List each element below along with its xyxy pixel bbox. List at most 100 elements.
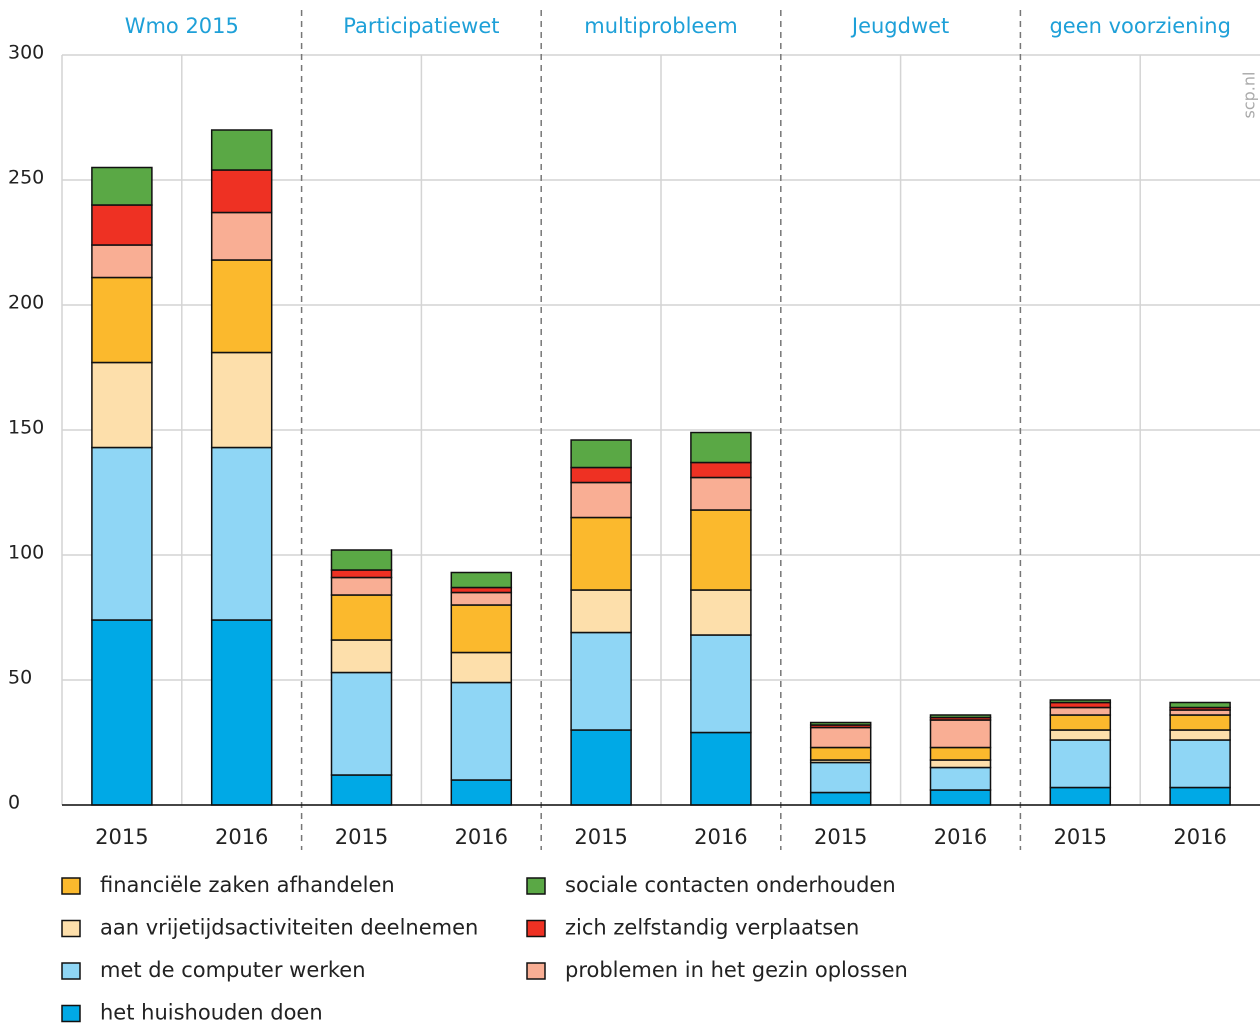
legend-label: het huishouden doen xyxy=(100,1001,323,1024)
bar-segment xyxy=(1049,729,1112,741)
bar-segment xyxy=(690,509,752,591)
group-label: geen voorziening xyxy=(1049,14,1230,38)
bar-segment xyxy=(570,631,632,731)
y-tick-label: 0 xyxy=(8,792,20,814)
x-tick-label: 2016 xyxy=(455,825,508,849)
bar-segment xyxy=(809,721,872,726)
group-label: Wmo 2015 xyxy=(125,14,239,38)
legend-label: financiële zaken afhandelen xyxy=(100,873,395,897)
bar-segment xyxy=(1169,786,1231,806)
bar-segment xyxy=(1049,706,1112,716)
bar-segment xyxy=(1169,739,1231,789)
bar-segment xyxy=(809,726,872,749)
bar-segment xyxy=(929,714,992,719)
legend-label: met de computer werken xyxy=(100,958,366,982)
bar-segment xyxy=(929,719,992,749)
bar-segment xyxy=(330,671,393,776)
bar-segment xyxy=(450,591,513,606)
bar-segment xyxy=(690,431,752,464)
bar-segment xyxy=(929,789,992,806)
bar-segment xyxy=(1049,714,1112,731)
x-tick-label: 2015 xyxy=(1054,825,1107,849)
bar-segment xyxy=(210,446,273,621)
bar-segment xyxy=(1169,701,1231,709)
legend-swatch xyxy=(61,919,81,938)
y-tick-label: 250 xyxy=(8,167,44,189)
group-label: Participatiewet xyxy=(343,14,499,38)
legend-label: aan vrijetijdsactiviteiten deelnemen xyxy=(100,916,478,940)
bar-segment xyxy=(690,476,752,511)
bar-segment xyxy=(570,729,632,806)
bar-segment xyxy=(91,446,153,621)
bar-segment xyxy=(330,549,393,571)
bar-segment xyxy=(210,169,273,214)
bar-segment xyxy=(690,634,752,734)
bar-segment xyxy=(330,576,393,596)
legend-swatch xyxy=(526,877,546,895)
y-tick-label: 150 xyxy=(8,417,44,439)
bar-segment xyxy=(450,604,513,654)
x-tick-label: 2016 xyxy=(215,825,268,849)
bar-segment xyxy=(330,639,393,674)
bar-segment xyxy=(210,211,273,261)
bar-segment xyxy=(91,276,153,364)
bar-segment xyxy=(330,569,393,579)
bar-segment xyxy=(809,791,872,806)
y-tick-label: 300 xyxy=(8,42,44,64)
bar-segment xyxy=(929,766,992,791)
x-tick-label: 2016 xyxy=(934,825,987,849)
bar-segment xyxy=(570,439,632,469)
bar-segment xyxy=(91,166,153,206)
bar-segment xyxy=(690,589,752,636)
bar-segment xyxy=(450,779,513,806)
bar-segment xyxy=(450,571,513,589)
legend-swatch xyxy=(61,962,81,980)
x-tick-label: 2015 xyxy=(814,825,867,849)
bar-segment xyxy=(929,746,992,761)
bar-segment xyxy=(929,759,992,769)
bar-segment xyxy=(809,761,872,794)
bar-segment xyxy=(450,681,513,781)
x-tick-label: 2015 xyxy=(574,825,627,849)
group-label: Jeugdwet xyxy=(850,14,949,38)
legend-label: problemen in het gezin oplossen xyxy=(565,958,908,982)
bar-segment xyxy=(570,481,632,519)
bar-segment xyxy=(210,259,273,354)
bar-segment xyxy=(91,244,153,279)
bar-segment xyxy=(1049,699,1112,704)
bar-segment xyxy=(330,774,393,806)
x-tick-label: 2016 xyxy=(694,825,747,849)
legend-swatch xyxy=(61,1004,81,1023)
bar-segment xyxy=(91,361,153,449)
bar-segment xyxy=(690,731,752,806)
legend-label: zich zelfstandig verplaatsen xyxy=(565,916,859,940)
bar-segment xyxy=(91,204,153,246)
bar-segment xyxy=(1049,786,1112,806)
bar-segment xyxy=(570,589,632,634)
bar-segment xyxy=(809,746,872,761)
y-tick-label: 50 xyxy=(8,667,32,689)
bar-segment xyxy=(1049,739,1112,789)
bar-segment xyxy=(1169,714,1231,731)
bar-segment xyxy=(450,651,513,684)
bar-segment xyxy=(570,516,632,591)
legend-swatch xyxy=(526,962,546,980)
bar-segment xyxy=(210,129,273,171)
x-tick-label: 2015 xyxy=(335,825,388,849)
legend-swatch xyxy=(526,919,546,938)
legend-label: sociale contacten onderhouden xyxy=(565,873,896,897)
bar-segment xyxy=(210,619,273,806)
x-tick-label: 2015 xyxy=(95,825,148,849)
source: scp.nl xyxy=(1240,72,1259,119)
bar-segment xyxy=(1169,729,1231,741)
bar-segment xyxy=(690,461,752,479)
group-label: multiprobleem xyxy=(584,14,737,38)
legend-swatch xyxy=(61,877,81,895)
x-tick-label: 2016 xyxy=(1173,825,1226,849)
bar-segment xyxy=(330,594,393,641)
y-tick-label: 100 xyxy=(8,542,44,564)
bar-segment xyxy=(91,619,153,806)
bar-segment xyxy=(570,466,632,484)
bar-segment xyxy=(210,351,273,449)
